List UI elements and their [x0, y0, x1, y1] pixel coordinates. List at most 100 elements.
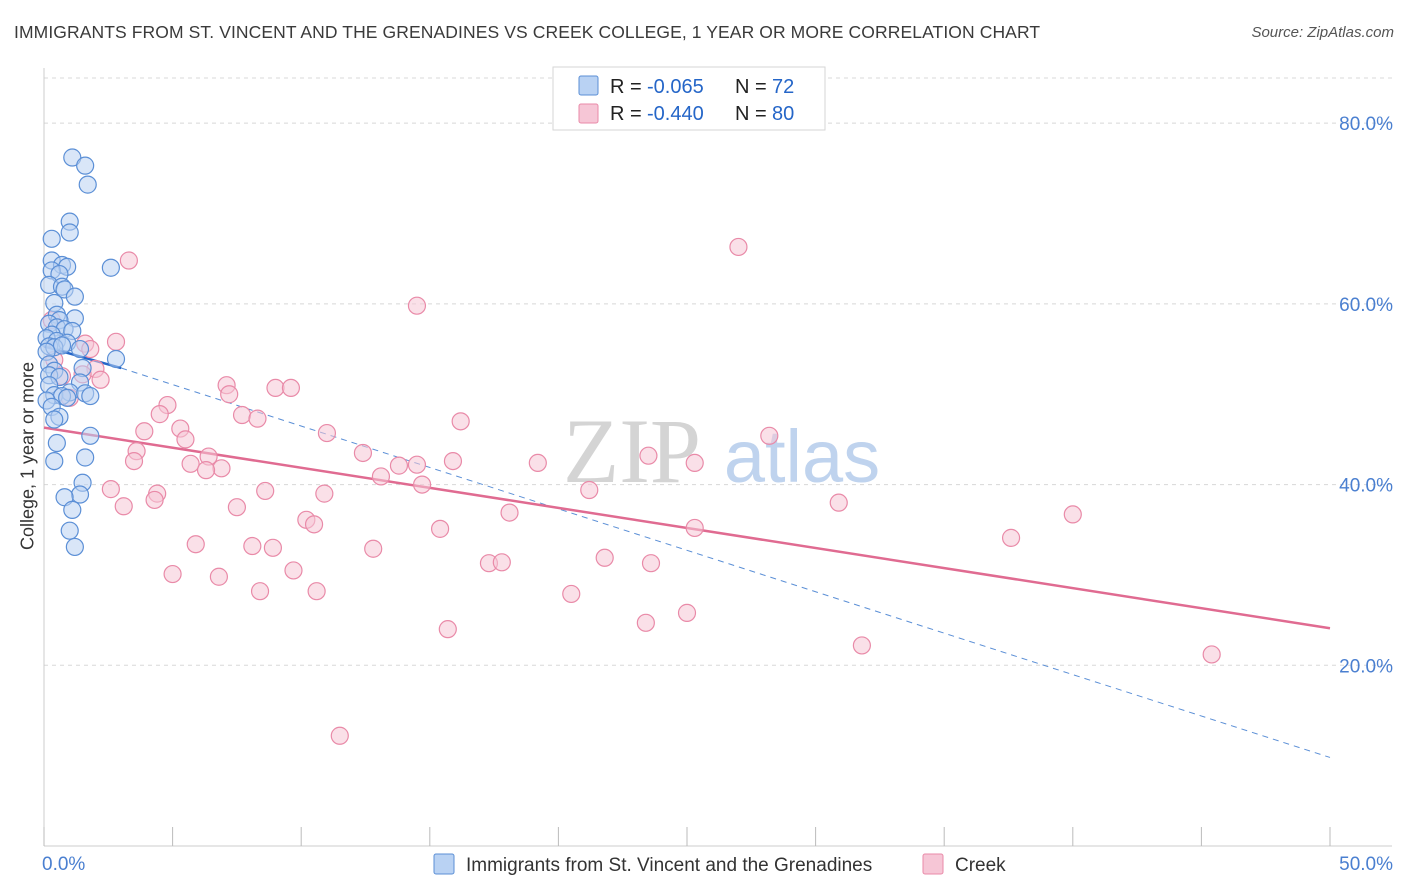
- point-creek: [451, 412, 470, 431]
- legend-n-label-blue: N =: [735, 76, 767, 98]
- point-creek: [243, 536, 262, 556]
- point-st-vincent: [70, 339, 90, 359]
- series-legend: Immigrants from St. Vincent and the Gren…: [433, 853, 1006, 876]
- point-creek: [639, 446, 658, 465]
- point-creek: [729, 237, 748, 257]
- legend-r-label-pink: R =: [610, 103, 642, 125]
- point-creek: [281, 378, 301, 398]
- point-creek: [163, 564, 182, 584]
- point-creek: [114, 497, 133, 516]
- legend-r-value-blue: -0.065: [647, 76, 704, 98]
- legend-swatch-pink: [578, 103, 599, 124]
- chart-title: IMMIGRANTS FROM ST. VINCENT AND THE GREN…: [14, 22, 1041, 42]
- point-creek: [407, 455, 427, 474]
- point-creek: [685, 518, 704, 538]
- point-creek: [412, 475, 432, 494]
- point-st-vincent: [47, 433, 66, 453]
- point-creek: [119, 251, 138, 270]
- point-creek: [315, 484, 334, 503]
- point-creek: [232, 405, 252, 425]
- point-creek: [250, 582, 270, 601]
- point-st-vincent: [106, 349, 126, 369]
- point-creek: [150, 405, 169, 424]
- point-creek: [248, 409, 267, 428]
- point-creek: [1001, 528, 1021, 547]
- point-creek: [227, 498, 246, 517]
- point-creek: [1202, 645, 1221, 664]
- point-creek: [307, 582, 326, 601]
- point-creek: [562, 584, 581, 604]
- point-creek: [500, 503, 519, 522]
- point-creek: [580, 480, 599, 500]
- chart-source: Source: ZipAtlas.com: [1251, 24, 1394, 41]
- point-st-vincent: [81, 386, 100, 406]
- legend-r-value-pink: -0.440: [647, 103, 704, 125]
- point-creek: [330, 726, 349, 745]
- point-creek: [438, 620, 457, 639]
- point-creek: [364, 539, 383, 558]
- point-creek: [145, 490, 164, 510]
- watermark-atlas: atlas: [724, 415, 880, 498]
- series-legend-label-pink: Creek: [955, 855, 1006, 876]
- point-creek: [443, 451, 463, 471]
- watermark: ZIP atlas: [563, 400, 880, 502]
- point-st-vincent: [63, 500, 82, 519]
- point-creek: [91, 370, 110, 389]
- point-creek: [677, 603, 697, 622]
- point-creek: [430, 519, 450, 538]
- point-creek: [389, 456, 409, 475]
- y-tick-label: 60.0%: [1339, 295, 1393, 316]
- point-st-vincent: [76, 156, 95, 175]
- axes-layer: 20.0% 40.0% 60.0% 80.0% 0.0% 50.0%: [42, 68, 1393, 875]
- point-st-vincent: [45, 451, 64, 471]
- legend-n-value-pink: 80: [772, 103, 794, 125]
- point-st-vincent: [78, 175, 97, 194]
- legend-r-label-blue: R =: [610, 76, 642, 98]
- point-creek: [353, 443, 373, 463]
- point-creek: [284, 561, 303, 580]
- point-creek: [852, 636, 871, 655]
- stats-legend: R = -0.065 N = 72 R = -0.440 N = 80: [552, 66, 826, 131]
- points-layer: [37, 148, 1221, 745]
- point-st-vincent: [81, 426, 100, 445]
- point-st-vincent: [60, 223, 79, 242]
- point-creek: [186, 535, 205, 554]
- point-creek: [266, 378, 285, 398]
- point-creek: [636, 613, 655, 632]
- point-creek: [176, 430, 195, 449]
- point-st-vincent: [76, 448, 95, 467]
- point-creek: [106, 332, 126, 351]
- point-creek: [829, 493, 848, 512]
- point-creek: [135, 422, 154, 441]
- legend-n-label-pink: N =: [735, 103, 767, 125]
- point-st-vincent: [42, 229, 61, 248]
- point-st-vincent: [65, 287, 84, 306]
- grid-layer: [44, 77, 1392, 666]
- point-creek: [181, 454, 200, 473]
- point-creek: [528, 453, 547, 473]
- legend-swatch-blue: [578, 75, 599, 96]
- point-creek: [220, 385, 239, 404]
- point-creek: [304, 515, 324, 534]
- point-creek: [641, 554, 661, 573]
- point-creek: [212, 459, 231, 478]
- point-creek: [371, 467, 391, 486]
- point-creek: [760, 426, 779, 445]
- series-legend-swatch-pink: [922, 853, 944, 875]
- point-creek: [101, 480, 120, 499]
- point-st-vincent: [65, 537, 84, 557]
- point-creek: [1063, 505, 1082, 524]
- point-creek: [124, 451, 144, 471]
- point-st-vincent: [60, 521, 79, 540]
- x-tick-label: 0.0%: [42, 854, 85, 875]
- point-creek: [685, 453, 704, 473]
- point-creek: [263, 538, 283, 557]
- x-tick-label: 50.0%: [1339, 854, 1393, 875]
- point-st-vincent: [70, 485, 90, 504]
- point-creek: [196, 461, 216, 480]
- point-st-vincent: [101, 258, 120, 277]
- point-st-vincent: [58, 388, 77, 407]
- point-st-vincent: [63, 148, 82, 167]
- point-creek: [407, 296, 427, 315]
